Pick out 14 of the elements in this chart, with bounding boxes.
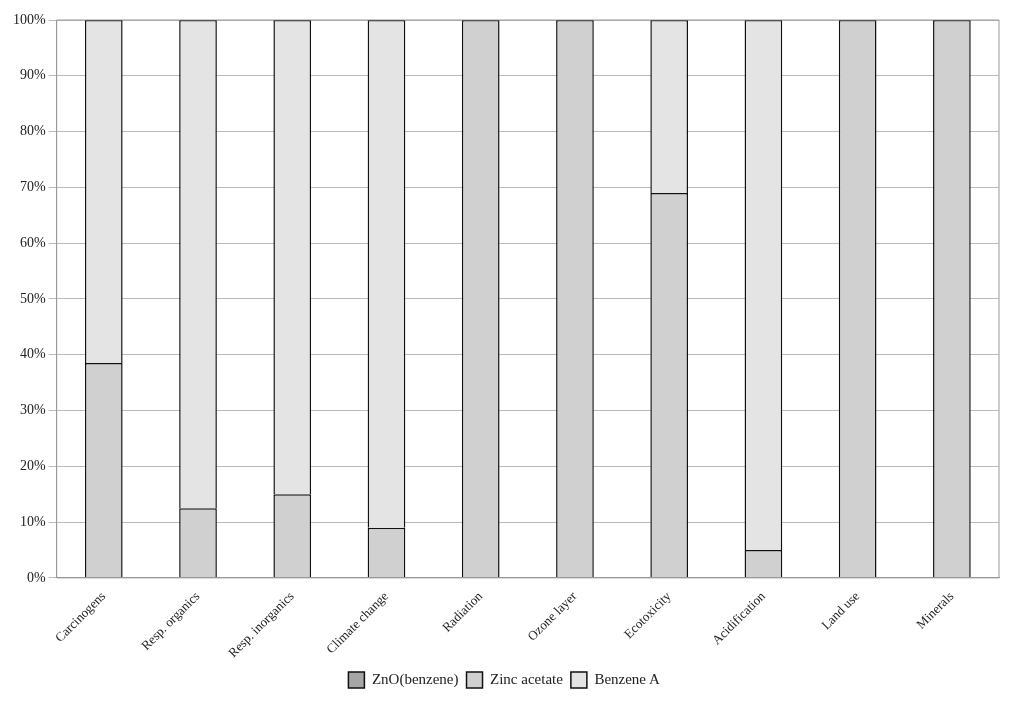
y-tick-label: 30% <box>19 402 46 418</box>
legend-label: Zinc acetate <box>490 670 564 687</box>
y-tick-label: 60% <box>19 234 46 250</box>
y-tick-label: 90% <box>19 67 46 83</box>
legend-label: Benzene A <box>594 670 660 687</box>
y-tick-label: 40% <box>19 346 46 362</box>
y-tick-label: 10% <box>19 513 46 529</box>
y-tick-label: 80% <box>19 123 46 139</box>
y-tick-label: 100% <box>12 11 46 27</box>
legend-label: ZnO(benzene) <box>371 670 459 688</box>
y-tick-label: 70% <box>19 179 46 195</box>
y-tick-label: 0% <box>26 569 46 585</box>
y-tick-label: 20% <box>19 457 46 473</box>
y-tick-label: 50% <box>19 290 46 306</box>
